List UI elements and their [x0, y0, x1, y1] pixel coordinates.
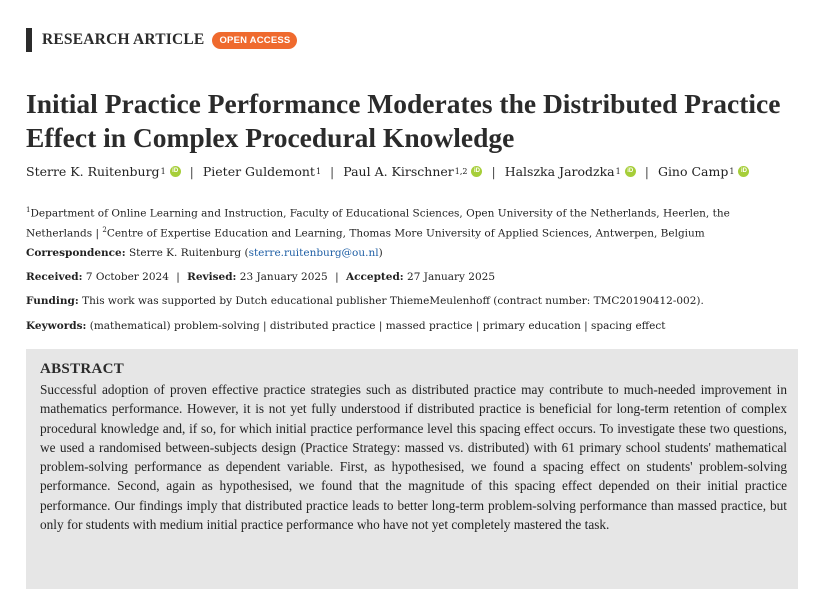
orcid-icon[interactable]	[169, 166, 181, 177]
dates-separator: |	[176, 271, 180, 283]
open-access-badge: OPEN ACCESS	[212, 31, 298, 49]
correspondence-line: Correspondence: Sterre K. Ruitenburg (st…	[26, 247, 383, 259]
revised-label: Revised:	[187, 271, 237, 283]
correspondence-name: Sterre K. Ruitenburg	[128, 247, 242, 259]
keywords-line: Keywords: (mathematical) problem-solving…	[26, 320, 796, 332]
author[interactable]: Gino Camp 1	[658, 164, 750, 179]
author-separator: |	[491, 164, 496, 179]
abstract-box: ABSTRACT Successful adoption of proven e…	[26, 349, 798, 589]
abstract-heading: ABSTRACT	[40, 361, 125, 377]
header-accent-bar	[26, 28, 32, 52]
correspondence-label: Correspondence:	[26, 247, 126, 259]
affiliation-text: Department of Online Learning and Instru…	[26, 207, 730, 240]
affiliation-sup: 1	[26, 206, 31, 214]
accepted-date: 27 January 2025	[407, 271, 495, 283]
author-affil-sup: 1	[315, 167, 322, 176]
author-affil-sup: 1	[160, 167, 166, 176]
orcid-icon[interactable]	[738, 166, 750, 177]
dates-separator: |	[335, 271, 339, 283]
funding-text: This work was supported by Dutch educati…	[82, 295, 704, 307]
keywords-text: (mathematical) problem-solving | distrib…	[89, 320, 666, 332]
funding-label: Funding:	[26, 295, 79, 307]
revised-date: 23 January 2025	[239, 271, 328, 283]
accepted-label: Accepted:	[345, 271, 404, 283]
orcid-icon[interactable]	[624, 166, 636, 177]
author-name[interactable]: Halszka Jarodzka	[504, 164, 615, 179]
received-date: 7 October 2024	[85, 271, 169, 283]
author[interactable]: Sterre K. Ruitenburg 1	[26, 164, 181, 179]
author-separator: |	[189, 164, 194, 179]
abstract-text: Successful adoption of proven effective …	[40, 382, 787, 533]
author-affil-sup: 1,2	[454, 167, 468, 176]
author[interactable]: Halszka Jarodzka 1	[505, 164, 636, 179]
article-type: RESEARCH ARTICLE	[42, 31, 205, 48]
correspondence-email-link[interactable]: sterre.ruitenburg@ou.nl	[248, 247, 379, 259]
author-name[interactable]: Gino Camp	[657, 164, 729, 179]
author-affil-sup: 1	[729, 167, 735, 176]
affiliations: 1Department of Online Learning and Instr…	[26, 202, 796, 241]
orcid-icon[interactable]	[471, 166, 483, 177]
author-name[interactable]: Paul A. Kirschner	[343, 164, 454, 179]
received-label: Received:	[26, 271, 83, 283]
author-separator: |	[330, 164, 335, 179]
funding-line: Funding: This work was supported by Dutc…	[26, 295, 796, 307]
keywords-label: Keywords:	[26, 320, 87, 332]
author[interactable]: Pieter Guldemont 1	[203, 164, 321, 179]
author[interactable]: Paul A. Kirschner 1,2	[343, 164, 483, 179]
author-name[interactable]: Sterre K. Ruitenburg	[26, 164, 160, 179]
article-title: Initial Practice Performance Moderates t…	[26, 88, 781, 153]
author-separator: |	[644, 164, 649, 179]
article-header: RESEARCH ARTICLE OPEN ACCESS	[26, 28, 298, 52]
affiliation-separator: |	[95, 227, 99, 239]
author-name[interactable]: Pieter Guldemont	[202, 164, 315, 179]
author-affil-sup: 1	[615, 167, 621, 176]
dates-line: Received: 7 October 2024 | Revised: 23 J…	[26, 271, 796, 283]
affiliation-sup: 2	[102, 225, 107, 234]
affiliation-text: Centre of Expertise Education and Learni…	[106, 227, 705, 239]
